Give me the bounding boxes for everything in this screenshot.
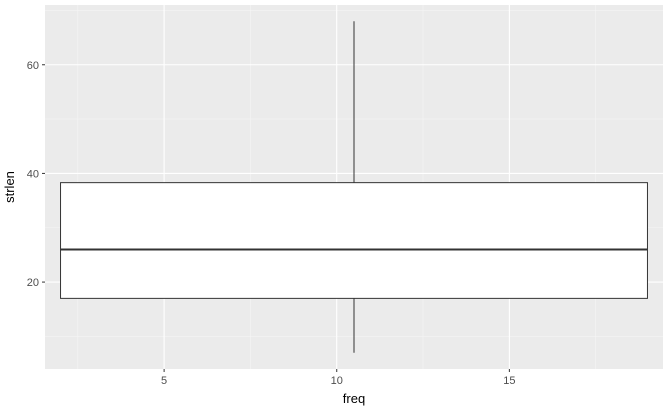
x-tick-label: 15 xyxy=(503,375,515,387)
y-axis-title: strlen xyxy=(2,171,17,203)
x-tick-label: 5 xyxy=(161,375,167,387)
y-axis-ticks: 20 40 60 xyxy=(27,60,45,289)
x-axis-ticks: 5 10 15 xyxy=(161,369,515,387)
interquartile-box xyxy=(60,182,648,299)
box-plot xyxy=(60,21,648,353)
x-axis-title: freq xyxy=(343,391,365,406)
x-tick-label: 10 xyxy=(331,375,343,387)
y-tick-label: 40 xyxy=(27,168,39,180)
y-tick-label: 60 xyxy=(27,60,39,72)
y-tick-label: 20 xyxy=(27,277,39,289)
